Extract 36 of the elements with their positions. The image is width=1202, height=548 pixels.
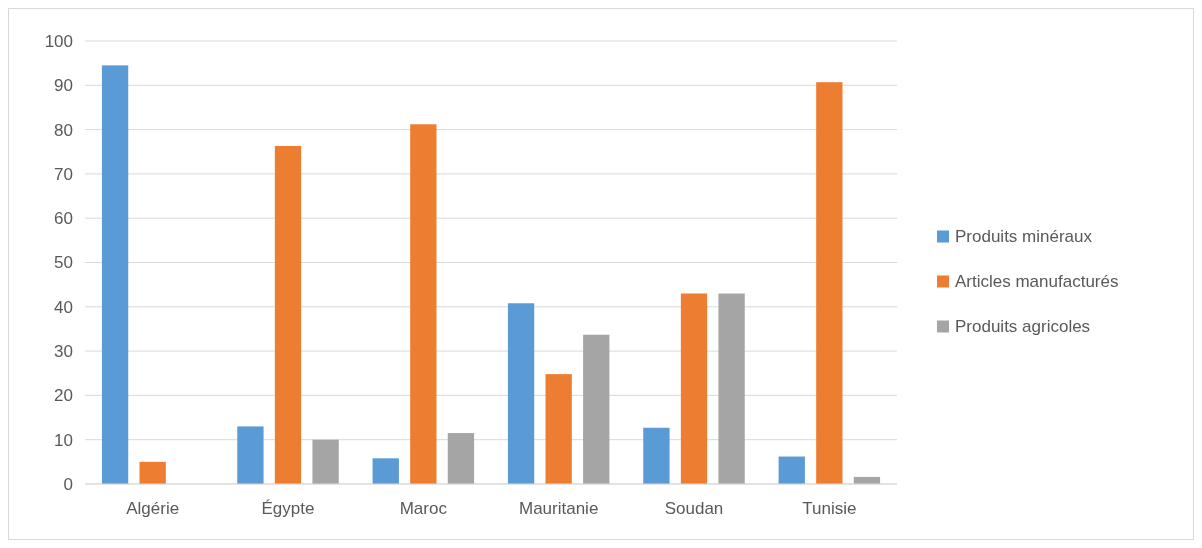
bar bbox=[680, 293, 708, 484]
x-tick-label: Tunisie bbox=[802, 499, 857, 518]
x-tick-label: Soudan bbox=[664, 499, 724, 518]
legend-label: Produits agricoles bbox=[955, 317, 1091, 337]
legend-label: Produits minéraux bbox=[955, 227, 1093, 247]
bar bbox=[410, 124, 437, 484]
y-tick-label: 20 bbox=[54, 386, 73, 406]
y-tick-label: 50 bbox=[54, 253, 73, 273]
y-tick-label: 40 bbox=[54, 297, 73, 317]
bar bbox=[274, 145, 302, 484]
y-tick-label: 0 bbox=[63, 474, 73, 494]
bar bbox=[447, 433, 475, 484]
bar bbox=[643, 427, 670, 484]
x-tick-label: Algérie bbox=[126, 499, 180, 518]
bar bbox=[507, 303, 535, 484]
bar bbox=[237, 426, 264, 484]
bar bbox=[101, 65, 129, 484]
bar bbox=[778, 456, 805, 484]
legend-label: Articles manufacturés bbox=[955, 272, 1119, 292]
bar bbox=[583, 334, 610, 484]
y-tick-label: 90 bbox=[54, 76, 73, 96]
y-tick-label: 30 bbox=[54, 342, 73, 362]
bar bbox=[139, 461, 166, 484]
bar bbox=[816, 82, 843, 484]
y-tick-label: 80 bbox=[54, 120, 73, 140]
y-tick-label: 60 bbox=[54, 209, 73, 229]
x-tick-label: Maroc bbox=[399, 499, 448, 518]
y-tick-label: 100 bbox=[44, 31, 73, 51]
bar bbox=[718, 293, 745, 484]
y-tick-label: 10 bbox=[54, 430, 73, 450]
bar bbox=[372, 458, 399, 484]
x-tick-label: Égypte bbox=[261, 499, 315, 518]
bar bbox=[312, 439, 339, 484]
x-tick-label: Mauritanie bbox=[518, 499, 599, 518]
bar bbox=[545, 374, 572, 484]
y-tick-label: 70 bbox=[54, 164, 73, 184]
